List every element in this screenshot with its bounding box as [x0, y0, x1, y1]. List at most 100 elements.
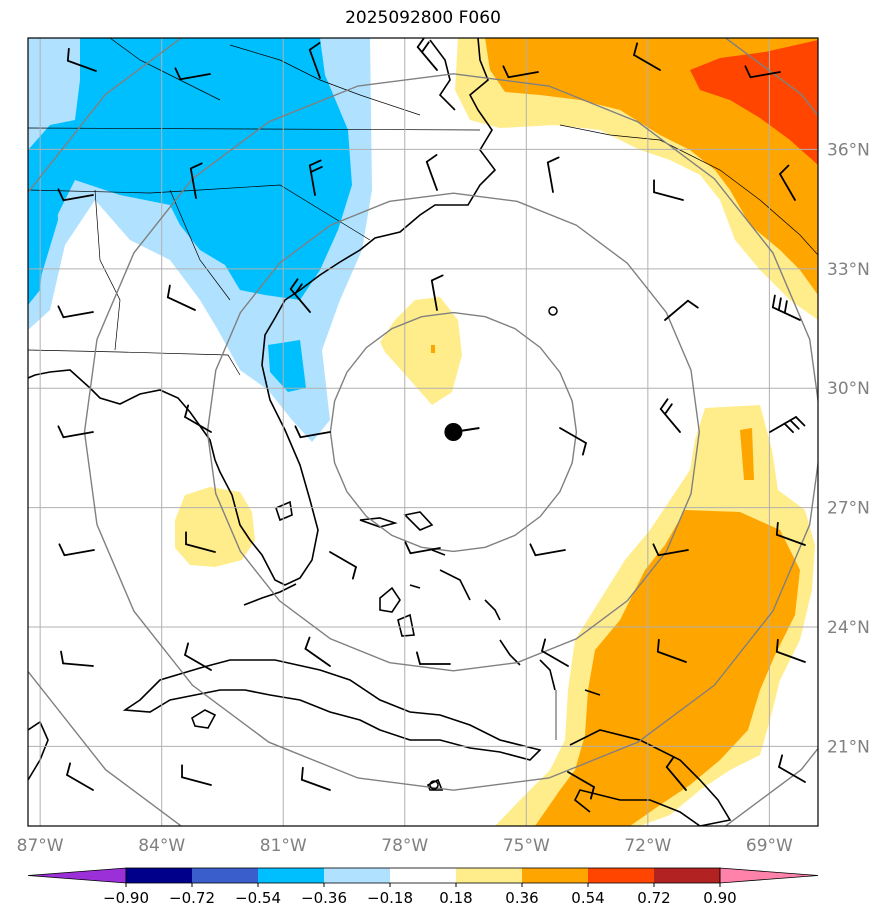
range-ring — [206, 192, 701, 672]
wind-barb — [744, 65, 781, 79]
latitude-labels: 36°N 33°N 30°N 27°N 24°N 21°N — [827, 140, 870, 757]
colorbar-segment — [192, 868, 258, 883]
shading-orange — [535, 510, 800, 826]
florida-keys — [243, 583, 297, 606]
wind-barb — [769, 416, 806, 433]
lake-okeechobee — [275, 500, 293, 522]
lat-tick-label: 27°N — [827, 499, 870, 519]
lon-tick-label: 69°W — [746, 836, 793, 856]
map-title: 2025092800 F060 — [345, 8, 501, 28]
shading-sky-blue — [268, 340, 306, 392]
colorbar: −0.90 −0.72 −0.54 −0.36 −0.18 0.18 0.36 0.54 0.7… — [27, 867, 819, 907]
colorbar-tick-label: 0.72 — [637, 889, 670, 907]
shading-light-yellow — [380, 297, 462, 405]
wind-barb — [57, 305, 94, 319]
wind-barb — [416, 38, 438, 71]
lon-tick-label: 87°W — [17, 836, 64, 856]
lon-tick-label: 78°W — [381, 836, 428, 856]
colorbar-segment — [258, 868, 324, 883]
colorbar-segment — [324, 868, 390, 883]
wind-barb — [289, 278, 311, 313]
colorbar-outline — [125, 867, 721, 884]
wind-barb — [58, 543, 95, 557]
bahamas-5 — [439, 569, 471, 601]
wind-barb — [184, 642, 212, 671]
storm-center-barb — [453, 427, 480, 433]
shaded-field — [28, 38, 818, 826]
wind-barb — [559, 427, 587, 456]
bahamas-3 — [403, 511, 434, 531]
colorbar-tick-label: 0.36 — [505, 889, 538, 907]
wind-barb — [775, 521, 806, 546]
shading-orange — [740, 428, 754, 480]
wind-barb — [665, 756, 687, 791]
calm-wind-circle — [548, 306, 558, 316]
wind-barb — [185, 531, 216, 553]
wind-barb — [664, 299, 699, 321]
bahamas-1 — [379, 586, 401, 613]
colorbar-tick-label: −0.72 — [169, 889, 215, 907]
wind-barb — [656, 638, 687, 663]
wind-barb — [633, 42, 661, 71]
wind-barb — [300, 766, 331, 791]
wind-barb — [415, 651, 451, 665]
bahamas-4 — [359, 517, 398, 528]
wind-barb — [652, 543, 689, 557]
wind-barb — [779, 164, 796, 201]
wind-barb — [308, 159, 323, 196]
lon-tick-label: 84°W — [138, 836, 185, 856]
gridlines — [28, 38, 818, 826]
bahamas-9 — [409, 584, 421, 589]
shading-sky-blue — [28, 150, 58, 300]
colorbar-tick-label: −0.18 — [367, 889, 413, 907]
bahamas-6 — [484, 599, 501, 621]
shading-sky-blue — [28, 38, 352, 305]
lon-tick-label: 75°W — [503, 836, 550, 856]
colorbar-tick-label: 0.90 — [703, 889, 736, 907]
wind-barb — [184, 404, 212, 433]
range-ring — [83, 73, 818, 791]
wind-barb — [502, 65, 539, 79]
colorbar-segment — [654, 868, 720, 883]
wind-barb — [66, 762, 94, 791]
us-east-coast — [28, 38, 497, 586]
colorbar-segment — [522, 868, 588, 883]
wind-barb — [189, 162, 203, 199]
colorbar-segment — [390, 868, 456, 883]
chesapeake — [429, 39, 456, 111]
colorbar-tick-label: −0.36 — [301, 889, 347, 907]
wind-barb — [659, 398, 681, 433]
wind-barb — [425, 154, 438, 191]
calm-wind-circle — [429, 780, 439, 790]
wind-barb — [174, 67, 211, 81]
lat-tick-label: 21°N — [827, 737, 870, 757]
map-frame — [27, 37, 819, 827]
wind-barb — [294, 425, 331, 439]
wind-barb — [57, 188, 94, 202]
colorbar-segment — [126, 868, 192, 883]
bahamas-8 — [539, 659, 556, 691]
colorbar-segment — [588, 868, 654, 883]
colorbar-extend-low — [27, 867, 127, 884]
wind-barb — [308, 42, 321, 79]
colorbar-tick-label: −0.54 — [235, 889, 281, 907]
wind-barb — [771, 294, 801, 321]
storm-center-marker — [444, 423, 480, 441]
wind-barb — [66, 47, 97, 72]
mexico-yucatan — [28, 720, 49, 781]
lon-tick-label: 72°W — [624, 836, 671, 856]
wind-barb — [329, 551, 357, 580]
lat-tick-label: 36°N — [827, 140, 870, 160]
isle-of-youth — [191, 709, 217, 729]
wind-barb — [541, 638, 569, 667]
bahamas-10 — [431, 549, 446, 556]
turks-caicos — [584, 689, 601, 696]
lat-tick-label: 33°N — [827, 260, 870, 280]
lat-tick-label: 30°N — [827, 379, 870, 399]
wind-barb — [775, 638, 806, 663]
bahamas-2 — [397, 613, 415, 637]
wind-barb — [430, 274, 444, 311]
colorbar-extend-high — [719, 867, 819, 884]
wind-barb — [567, 771, 595, 800]
colorbar-tick-label: 0.18 — [439, 889, 472, 907]
